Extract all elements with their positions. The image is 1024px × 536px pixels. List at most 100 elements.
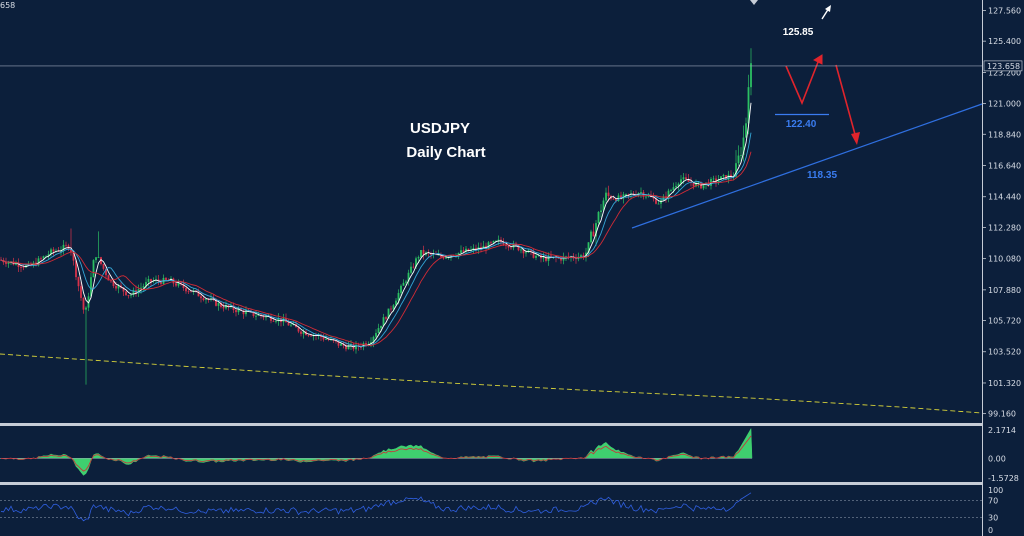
candle-body — [405, 281, 407, 283]
candle-body — [202, 298, 205, 300]
candle-body — [662, 196, 665, 201]
candle-body — [77, 277, 80, 287]
candle-body — [517, 245, 520, 251]
candle-body — [65, 244, 67, 246]
candle-body — [512, 243, 515, 248]
candle-body — [412, 266, 415, 268]
long-ma-line — [0, 353, 983, 414]
candle-body — [692, 183, 695, 187]
candle-body — [200, 296, 202, 299]
rsi-line — [0, 492, 752, 522]
candle-body — [82, 297, 85, 310]
candle-body — [147, 278, 150, 283]
candle-body — [487, 242, 490, 249]
price-tick-label: 99.160 — [988, 410, 1016, 419]
candle-body — [502, 241, 505, 246]
candle-body — [590, 231, 592, 243]
candle-body — [735, 163, 737, 177]
candle-body — [397, 292, 400, 301]
price-axis[interactable]: 127.560 125.400 123.200 121.000 118.840 116.6… — [982, 7, 1021, 419]
candle-body — [475, 247, 477, 251]
current-price-box — [983, 60, 1023, 72]
candle-body — [415, 258, 417, 268]
projection-arrow-down-icon — [851, 132, 860, 145]
candle-body — [580, 255, 582, 257]
candle-body — [622, 194, 625, 199]
candle-body — [672, 187, 675, 190]
candle-body — [652, 196, 655, 199]
price-tick-label: 114.440 — [988, 193, 1021, 202]
candle-body — [722, 175, 725, 177]
candle-body — [117, 285, 120, 289]
candle-body — [522, 249, 525, 254]
candle-body — [582, 255, 585, 258]
scroll-marker-icon[interactable] — [750, 0, 758, 5]
candle-body — [355, 344, 357, 350]
rsi-tick-label: 100 — [988, 486, 1003, 495]
price-tick-label: 107.880 — [988, 286, 1021, 295]
candle-body — [387, 308, 390, 319]
candle-body — [595, 223, 597, 237]
candle-body — [385, 317, 387, 319]
candle-body — [45, 255, 47, 257]
candle-body — [205, 299, 207, 301]
candle-body — [492, 240, 495, 243]
candle-body — [145, 282, 147, 287]
candle-body — [277, 318, 280, 322]
candle-body — [462, 250, 465, 252]
candle-body — [132, 290, 135, 295]
candle-body — [95, 257, 97, 261]
candle-body — [670, 189, 672, 191]
candle-body — [550, 255, 552, 258]
candle-body — [465, 248, 467, 252]
candle-body — [720, 176, 722, 180]
candle-body — [115, 286, 117, 289]
candle-body — [640, 192, 642, 194]
candle-body — [110, 280, 112, 282]
candle-body — [30, 263, 32, 266]
candle-body — [102, 264, 105, 269]
candle-body — [482, 245, 485, 249]
candle-body — [680, 179, 682, 184]
candle-body — [390, 308, 392, 310]
candle-body — [472, 247, 475, 250]
candle-body — [407, 272, 410, 282]
price-pane: 125.85 122.40 118.35 — [0, 5, 983, 414]
candle-body — [592, 231, 595, 237]
candle-body — [42, 256, 45, 259]
rsi-tick-label: 70 — [988, 497, 998, 506]
pane-separator-macd — [0, 423, 982, 426]
candle-body — [270, 316, 272, 321]
candle-body — [105, 268, 107, 276]
candle-body — [185, 287, 187, 292]
candle-body — [25, 264, 27, 268]
price-tick-label: 127.560 — [988, 7, 1021, 16]
candle-body — [7, 262, 10, 264]
candle-body — [235, 310, 237, 313]
candle-body — [345, 345, 347, 350]
candle-body — [467, 248, 470, 251]
candle-body — [587, 242, 590, 253]
candle-body — [525, 252, 527, 254]
candle-body — [150, 278, 152, 282]
candle-body — [265, 316, 267, 318]
candle-body — [302, 331, 305, 334]
candle-body — [400, 285, 402, 293]
candle-body — [575, 258, 577, 260]
candle-body — [190, 291, 192, 293]
candle-body — [747, 87, 750, 124]
candle-body — [130, 294, 132, 296]
candle-body — [240, 308, 242, 311]
candle-body — [160, 281, 162, 284]
candle-body — [507, 245, 510, 248]
projection-arrow-up-icon — [812, 54, 823, 65]
candle-body — [300, 331, 302, 334]
candle-body — [107, 275, 110, 281]
candle-body — [607, 192, 610, 196]
candle-body — [685, 177, 687, 180]
macd-signal-line — [0, 435, 752, 472]
candle-body — [702, 184, 705, 189]
chart-title-line2: Daily Chart — [406, 144, 485, 161]
price-tick-label: 105.720 — [988, 317, 1021, 326]
ma-mid-line — [0, 132, 752, 347]
